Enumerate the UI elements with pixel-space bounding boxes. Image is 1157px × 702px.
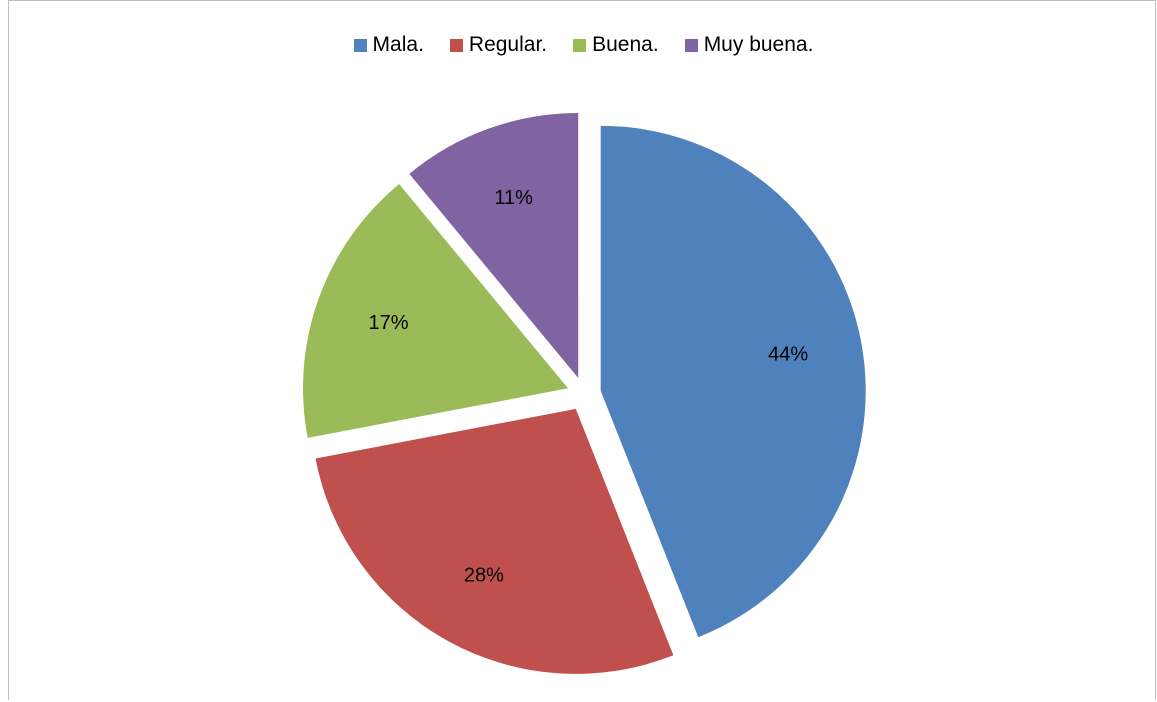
legend-swatch-regular [449, 38, 463, 52]
legend-item-mala: Mala. [353, 33, 424, 57]
legend-item-regular: Regular. [449, 33, 548, 57]
legend-label-regular: Regular. [468, 33, 548, 56]
data-label-regular: 28% [464, 564, 504, 586]
legend-label-mala: Mala. [372, 33, 424, 56]
data-label-muy-buena: 11% [494, 187, 533, 209]
legend: Mala. Regular. Buena. Muy buena. [0, 33, 1157, 57]
legend-label-buena: Buena. [592, 33, 659, 56]
pie-slice-muy-buena [409, 113, 579, 379]
legend-swatch-muy-buena [684, 38, 698, 52]
legend-swatch-buena [573, 38, 587, 52]
pie-slice-buena [303, 184, 569, 438]
legend-label-muy-buena: Muy buena. [703, 33, 814, 56]
legend-item-buena: Buena. [573, 33, 659, 57]
data-label-mala: 44% [768, 343, 808, 365]
legend-item-muy-buena: Muy buena. [684, 33, 814, 57]
data-label-buena: 17% [368, 312, 408, 334]
pie-slice-regular [315, 408, 674, 674]
legend-swatch-mala [353, 38, 367, 52]
pie-slice-mala [600, 125, 866, 638]
